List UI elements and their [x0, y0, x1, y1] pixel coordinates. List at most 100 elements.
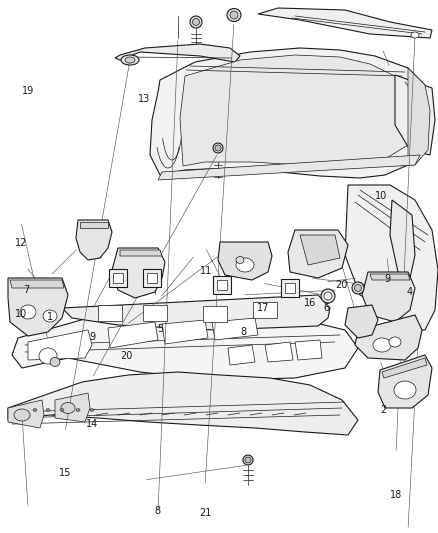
Bar — [285, 283, 295, 293]
Text: 19: 19 — [22, 86, 35, 95]
Ellipse shape — [324, 292, 332, 300]
Bar — [213, 276, 231, 294]
Polygon shape — [115, 44, 240, 62]
Ellipse shape — [213, 143, 223, 153]
Ellipse shape — [61, 402, 75, 414]
Text: 20: 20 — [120, 351, 132, 361]
Ellipse shape — [227, 9, 241, 21]
Polygon shape — [150, 48, 430, 178]
Polygon shape — [362, 272, 415, 322]
Text: 9: 9 — [89, 332, 95, 342]
Polygon shape — [108, 322, 158, 348]
Polygon shape — [300, 235, 340, 265]
Polygon shape — [408, 68, 430, 165]
Text: 12: 12 — [15, 238, 27, 247]
Polygon shape — [28, 330, 92, 360]
Ellipse shape — [192, 19, 199, 26]
Ellipse shape — [394, 381, 416, 399]
Polygon shape — [62, 295, 330, 330]
Ellipse shape — [389, 337, 401, 347]
Polygon shape — [218, 242, 272, 280]
Polygon shape — [8, 400, 44, 428]
Bar — [109, 269, 127, 287]
Ellipse shape — [43, 310, 57, 322]
Text: 6: 6 — [323, 303, 329, 313]
Text: 8: 8 — [155, 506, 161, 515]
Polygon shape — [162, 320, 208, 344]
Ellipse shape — [354, 285, 361, 292]
Ellipse shape — [245, 457, 251, 463]
Polygon shape — [355, 315, 422, 360]
Ellipse shape — [243, 455, 253, 465]
Text: 11: 11 — [200, 266, 212, 276]
Polygon shape — [288, 230, 348, 278]
Ellipse shape — [321, 289, 335, 303]
Polygon shape — [212, 318, 258, 340]
Polygon shape — [158, 155, 420, 180]
Ellipse shape — [236, 256, 244, 263]
Text: 21: 21 — [199, 508, 211, 518]
Polygon shape — [55, 393, 90, 422]
Ellipse shape — [230, 11, 238, 19]
Polygon shape — [258, 8, 432, 38]
Text: 8: 8 — [240, 327, 246, 336]
Text: 2: 2 — [380, 406, 386, 415]
Polygon shape — [76, 220, 112, 260]
Text: 18: 18 — [390, 490, 403, 499]
Text: 4: 4 — [406, 287, 413, 297]
Bar — [113, 273, 123, 283]
Ellipse shape — [14, 409, 30, 421]
Bar — [203, 306, 227, 322]
Ellipse shape — [90, 408, 94, 411]
Ellipse shape — [20, 305, 36, 319]
Polygon shape — [345, 305, 378, 338]
Polygon shape — [295, 340, 322, 360]
Polygon shape — [112, 248, 165, 298]
Polygon shape — [395, 75, 435, 155]
Ellipse shape — [39, 348, 57, 364]
Text: 7: 7 — [23, 286, 29, 295]
Text: 10: 10 — [375, 191, 387, 201]
Polygon shape — [378, 355, 432, 408]
Ellipse shape — [190, 16, 202, 28]
Ellipse shape — [50, 358, 60, 367]
Polygon shape — [390, 200, 415, 278]
Polygon shape — [10, 280, 64, 288]
Text: 10: 10 — [15, 310, 27, 319]
Polygon shape — [8, 372, 358, 435]
Ellipse shape — [121, 55, 139, 65]
Ellipse shape — [373, 338, 391, 352]
Ellipse shape — [60, 408, 64, 411]
Text: 13: 13 — [138, 94, 151, 103]
Ellipse shape — [46, 408, 50, 411]
Polygon shape — [80, 222, 108, 228]
Ellipse shape — [352, 282, 364, 294]
Bar — [143, 269, 161, 287]
Text: 20: 20 — [336, 280, 348, 290]
Polygon shape — [265, 342, 293, 362]
Polygon shape — [12, 310, 358, 380]
Bar — [143, 305, 167, 321]
Ellipse shape — [411, 32, 419, 38]
Bar — [281, 279, 299, 297]
Text: 14: 14 — [86, 419, 98, 429]
Polygon shape — [370, 274, 410, 280]
Polygon shape — [345, 185, 438, 330]
Ellipse shape — [33, 408, 37, 411]
Text: 1: 1 — [47, 312, 53, 322]
Text: 9: 9 — [385, 274, 391, 284]
Ellipse shape — [125, 57, 135, 63]
Bar — [98, 305, 122, 321]
Ellipse shape — [76, 408, 80, 411]
Ellipse shape — [215, 145, 221, 151]
Bar — [147, 273, 157, 283]
Polygon shape — [180, 55, 420, 168]
Text: 17: 17 — [257, 303, 269, 313]
Polygon shape — [382, 358, 427, 378]
Text: 16: 16 — [304, 298, 316, 308]
Polygon shape — [120, 250, 162, 256]
Text: 15: 15 — [59, 469, 71, 478]
Ellipse shape — [236, 258, 254, 272]
Polygon shape — [8, 278, 68, 336]
Polygon shape — [228, 345, 255, 365]
